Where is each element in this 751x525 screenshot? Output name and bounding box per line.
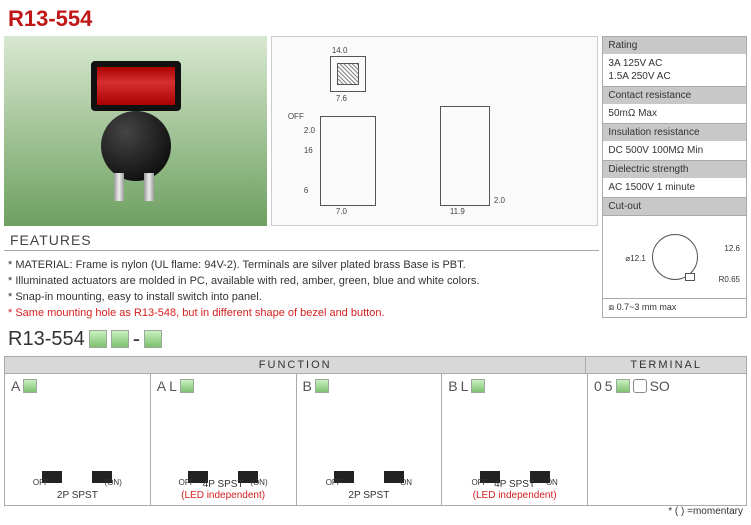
function-cell: A OFF(ON) 2P SPST [5,374,151,505]
dim-w2: 7.6 [336,94,347,103]
terminal-icon [633,379,647,393]
ordering-code: R13-554 - [8,326,162,352]
spec-value: 50mΩ Max [603,104,746,123]
spec-row: Dielectric strengthAC 1500V 1 minute [603,161,746,198]
order-box [144,330,162,348]
func-code: B [303,378,436,394]
dim-h2: 2.0 [304,126,315,135]
product-photo [4,36,267,226]
func-code: A [11,378,144,394]
spec-row: Rating3A 125V AC1.5A 250V AC [603,37,746,87]
spec-row: Contact resistance50mΩ Max [603,87,746,124]
dim-h1: 16 [304,146,313,155]
switch-render [86,61,186,201]
part-number: R13-554 [8,6,92,32]
feature-line-red: * Same mounting hole as R13-548, but in … [8,306,743,322]
feature-line: * Illuminated actuators are molded in PC… [8,274,743,290]
footnote: * ( ) =momentary [668,506,743,517]
spec-header: Rating [603,37,746,54]
spec-header: Dielectric strength [603,161,746,178]
spec-value: 3A 125V AC1.5A 250V AC [603,54,746,86]
cutout-h: 12.6 [724,244,740,253]
feature-line: * MATERIAL: Frame is nylon (UL flame: 94… [8,258,743,274]
spec-row: Insulation resistanceDC 500V 100MΩ Min [603,124,746,161]
spec-header: Insulation resistance [603,124,746,141]
ordering-prefix: R13-554 [8,328,85,351]
spec-header: Cut-out [603,198,746,215]
func-code: AL [157,378,290,394]
features-list: * MATERIAL: Frame is nylon (UL flame: 94… [8,258,743,322]
technical-drawing: 14.0 7.6 OFF 16 2.0 6 7.0 11.9 2.0 [271,36,598,226]
dim-w3: 7.0 [336,207,347,216]
dim-h3: 6 [304,186,308,195]
function-cell: AL OFF(ON) 4P SPST(LED independent) [151,374,297,505]
function-section: FUNCTION TERMINAL A OFF(ON) 2P SPSTAL OF… [4,356,747,506]
features-header: FEATURES [10,232,92,248]
dim-off: OFF [288,112,304,121]
dim-w1: 14.0 [332,46,348,55]
divider [4,250,599,251]
spec-row: Cut-out [603,198,746,216]
spec-header: Contact resistance [603,87,746,104]
order-box [89,330,107,348]
spec-value: DC 500V 100MΩ Min [603,141,746,160]
order-box [111,330,129,348]
function-cell: B OFFON 2P SPST [297,374,443,505]
terminal-header: TERMINAL [586,356,747,374]
dim-w4: 11.9 [450,207,465,216]
func-code: BL [448,378,581,394]
terminal-cell: 05 SO [588,374,746,505]
spec-value: AC 1500V 1 minute [603,178,746,197]
dim-h4: 2.0 [494,196,505,205]
feature-line: * Snap-in mounting, easy to install swit… [8,290,743,306]
terminal-code: 05 SO [594,378,740,394]
function-cell: BL OFFON 4P SPST(LED independent) [442,374,588,505]
function-header: FUNCTION [4,356,586,374]
